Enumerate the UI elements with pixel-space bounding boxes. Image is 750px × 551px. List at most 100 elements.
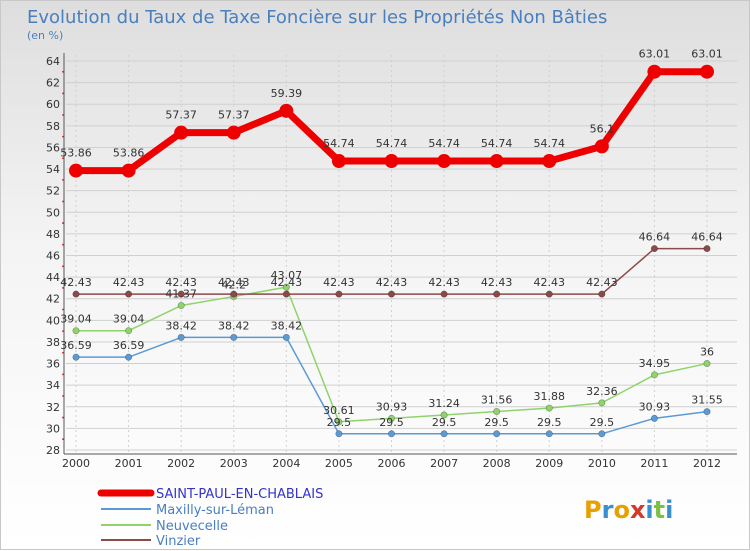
data-point [72, 353, 80, 361]
data-label: 30.61 [323, 404, 355, 417]
data-point [493, 290, 501, 298]
y-minor-tick [62, 351, 64, 354]
data-label: 29.5 [327, 416, 352, 429]
data-label: 29.5 [484, 416, 509, 429]
legend-label: Vinzier [156, 534, 201, 549]
data-label: 31.55 [691, 394, 723, 407]
y-minor-tick [62, 416, 64, 419]
data-point [177, 302, 185, 310]
y-tick-label: 32 [46, 401, 60, 414]
data-label: 46.64 [639, 231, 671, 244]
data-point [598, 399, 606, 407]
y-tick-label: 60 [46, 98, 60, 111]
data-point [282, 290, 290, 298]
data-label: 42.43 [428, 276, 460, 289]
y-tick-label: 64 [46, 55, 60, 68]
y-minor-tick [62, 308, 64, 311]
y-minor-tick [62, 222, 64, 224]
legend-label: Maxilly-sur-Léman [156, 503, 274, 518]
data-point [650, 414, 658, 422]
y-minor-tick [62, 114, 64, 116]
data-point [493, 430, 501, 438]
data-label: 54.74 [534, 137, 566, 150]
y-tick-label: 28 [46, 444, 60, 457]
axes: 28 30 32 34 36 38 40 42 44 46 48 50 52 54 56 58 60 62 64 20… [46, 53, 737, 470]
y-tick-label: 44 [46, 271, 60, 284]
data-label: 30.93 [639, 400, 671, 413]
proxiti-logo: Proxiti [584, 496, 673, 524]
data-point [387, 414, 395, 422]
x-tick-label: 2002 [167, 457, 195, 470]
data-label: 39.04 [60, 313, 92, 326]
y-tick-label: 48 [46, 228, 60, 241]
y-minor-tick [62, 178, 64, 181]
data-point [598, 430, 606, 438]
data-point [594, 139, 609, 154]
data-point [230, 290, 238, 298]
y-minor-tick [62, 265, 64, 268]
data-point [72, 327, 80, 335]
y-tick-label: 42 [46, 293, 60, 306]
data-point [650, 245, 658, 253]
data-label: 31.88 [534, 390, 566, 403]
data-point [331, 154, 346, 169]
data-label: 41.37 [165, 288, 197, 301]
data-point [598, 290, 606, 298]
data-point [279, 103, 294, 118]
data-point [545, 404, 553, 412]
data-point [545, 290, 553, 298]
data-label: 32.36 [586, 385, 618, 398]
data-label: 57.37 [218, 109, 250, 122]
data-label: 38.42 [165, 319, 197, 332]
chart-title: Evolution du Taux de Taxe Foncière sur l… [27, 7, 607, 28]
data-label: 42.43 [481, 276, 513, 289]
data-point [489, 154, 504, 169]
y-minor-tick [62, 330, 64, 333]
data-label: 54.74 [323, 137, 355, 150]
data-label: 42.43 [218, 276, 250, 289]
data-label: 53.86 [113, 147, 145, 160]
data-label: 59.39 [271, 87, 303, 100]
x-tick-label: 2006 [378, 457, 406, 470]
grid [66, 55, 737, 454]
data-label: 54.74 [428, 137, 460, 150]
legend: SAINT-PAUL-EN-CHABLAISMaxilly-sur-LémanN… [97, 487, 323, 549]
data-label: 56.1 [590, 122, 615, 135]
data-point [335, 418, 343, 426]
y-tick-label: 38 [46, 336, 60, 349]
y-axis-unit: (en %) [27, 29, 63, 42]
y-tick-label: 52 [46, 185, 60, 198]
data-label: 29.5 [432, 416, 457, 429]
data-point [177, 290, 185, 298]
data-label: 31.24 [428, 397, 460, 410]
data-point [650, 371, 658, 379]
data-label: 36.59 [113, 339, 145, 352]
data-label: 63.01 [691, 48, 723, 61]
x-tick-label: 2007 [430, 457, 458, 470]
data-point [440, 290, 448, 298]
x-tick-label: 2012 [693, 457, 721, 470]
data-label: 63.01 [639, 48, 671, 61]
data-label: 31.56 [481, 394, 513, 407]
data-label: 36 [700, 346, 714, 359]
y-minor-tick [62, 243, 64, 246]
y-minor-tick [62, 395, 64, 397]
data-point [384, 154, 399, 169]
y-minor-tick [62, 135, 64, 138]
data-point [125, 327, 133, 335]
y-tick-label: 30 [46, 422, 60, 435]
data-point [226, 125, 241, 140]
data-label: 42.43 [271, 276, 303, 289]
data-label: 42.43 [376, 276, 408, 289]
x-tick-label: 2008 [483, 457, 511, 470]
data-point [437, 154, 452, 169]
data-label: 42.43 [113, 276, 145, 289]
data-point [72, 290, 80, 298]
data-label: 38.42 [218, 319, 250, 332]
data-label: 29.5 [537, 416, 562, 429]
data-point [125, 353, 133, 361]
data-label: 38.42 [271, 319, 303, 332]
y-tick-label: 36 [46, 358, 60, 371]
